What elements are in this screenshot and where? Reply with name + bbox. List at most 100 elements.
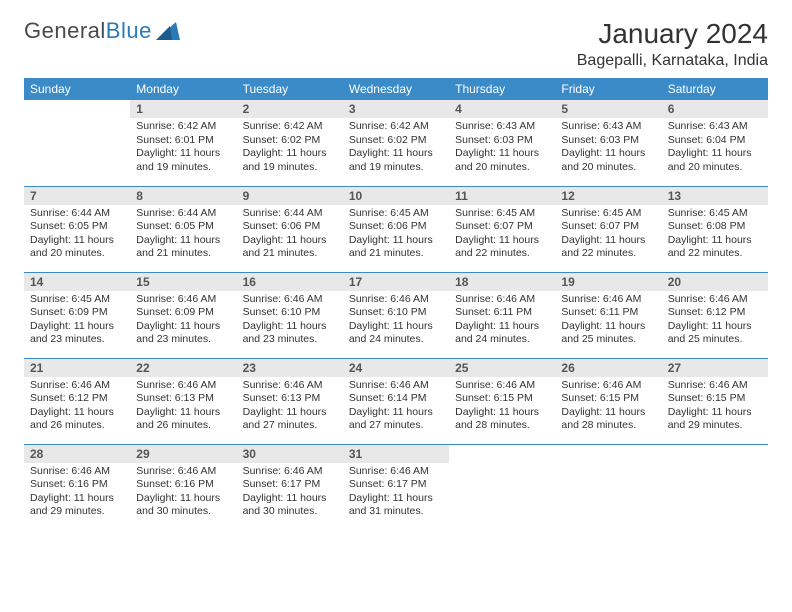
day-body: Sunrise: 6:45 AMSunset: 6:08 PMDaylight:… <box>662 205 768 266</box>
day-number: 24 <box>343 359 449 377</box>
day-line-ss: Sunset: 6:16 PM <box>30 478 124 492</box>
day-line-ss: Sunset: 6:05 PM <box>30 220 124 234</box>
day-line-d2: and 28 minutes. <box>455 419 549 433</box>
day-line-sr: Sunrise: 6:46 AM <box>349 293 443 307</box>
day-line-sr: Sunrise: 6:45 AM <box>455 207 549 221</box>
day-number: 8 <box>130 187 236 205</box>
day-body: Sunrise: 6:45 AMSunset: 6:07 PMDaylight:… <box>449 205 555 266</box>
day-line-d1: Daylight: 11 hours <box>561 406 655 420</box>
calendar-day-cell: 8Sunrise: 6:44 AMSunset: 6:05 PMDaylight… <box>130 186 236 272</box>
day-line-sr: Sunrise: 6:44 AM <box>30 207 124 221</box>
day-body: Sunrise: 6:46 AMSunset: 6:15 PMDaylight:… <box>662 377 768 438</box>
calendar-day-cell: 19Sunrise: 6:46 AMSunset: 6:11 PMDayligh… <box>555 272 661 358</box>
day-number: 6 <box>662 100 768 118</box>
calendar-day-cell: 13Sunrise: 6:45 AMSunset: 6:08 PMDayligh… <box>662 186 768 272</box>
day-line-d1: Daylight: 11 hours <box>243 147 337 161</box>
day-body: Sunrise: 6:46 AMSunset: 6:11 PMDaylight:… <box>449 291 555 352</box>
day-line-d2: and 19 minutes. <box>349 161 443 175</box>
calendar-day-cell <box>555 444 661 530</box>
day-line-ss: Sunset: 6:13 PM <box>136 392 230 406</box>
day-line-sr: Sunrise: 6:46 AM <box>30 465 124 479</box>
day-body: Sunrise: 6:44 AMSunset: 6:06 PMDaylight:… <box>237 205 343 266</box>
day-number: 1 <box>130 100 236 118</box>
logo-text-part1: General <box>24 18 106 43</box>
day-line-d1: Daylight: 11 hours <box>455 320 549 334</box>
day-line-d2: and 25 minutes. <box>561 333 655 347</box>
day-line-d2: and 20 minutes. <box>561 161 655 175</box>
day-line-ss: Sunset: 6:13 PM <box>243 392 337 406</box>
day-body: Sunrise: 6:46 AMSunset: 6:16 PMDaylight:… <box>24 463 130 524</box>
day-line-d2: and 22 minutes. <box>668 247 762 261</box>
day-line-ss: Sunset: 6:10 PM <box>243 306 337 320</box>
calendar-week-row: 28Sunrise: 6:46 AMSunset: 6:16 PMDayligh… <box>24 444 768 530</box>
calendar-day-cell: 11Sunrise: 6:45 AMSunset: 6:07 PMDayligh… <box>449 186 555 272</box>
day-line-sr: Sunrise: 6:42 AM <box>136 120 230 134</box>
day-body: Sunrise: 6:45 AMSunset: 6:07 PMDaylight:… <box>555 205 661 266</box>
day-line-d2: and 24 minutes. <box>349 333 443 347</box>
day-line-d2: and 28 minutes. <box>561 419 655 433</box>
day-line-ss: Sunset: 6:09 PM <box>136 306 230 320</box>
day-number: 18 <box>449 273 555 291</box>
location: Bagepalli, Karnataka, India <box>577 52 768 70</box>
day-number: 22 <box>130 359 236 377</box>
day-body: Sunrise: 6:45 AMSunset: 6:09 PMDaylight:… <box>24 291 130 352</box>
day-line-d2: and 31 minutes. <box>349 505 443 519</box>
day-line-d1: Daylight: 11 hours <box>243 406 337 420</box>
calendar-week-row: 1Sunrise: 6:42 AMSunset: 6:01 PMDaylight… <box>24 100 768 186</box>
logo-sail-icon <box>156 22 180 40</box>
day-line-d1: Daylight: 11 hours <box>455 406 549 420</box>
day-line-d2: and 20 minutes. <box>30 247 124 261</box>
logo-text: GeneralBlue <box>24 18 152 44</box>
day-body: Sunrise: 6:43 AMSunset: 6:04 PMDaylight:… <box>662 118 768 179</box>
calendar-day-cell: 12Sunrise: 6:45 AMSunset: 6:07 PMDayligh… <box>555 186 661 272</box>
day-line-ss: Sunset: 6:02 PM <box>243 134 337 148</box>
day-line-d1: Daylight: 11 hours <box>349 234 443 248</box>
calendar-week-row: 21Sunrise: 6:46 AMSunset: 6:12 PMDayligh… <box>24 358 768 444</box>
day-line-d1: Daylight: 11 hours <box>349 147 443 161</box>
calendar-day-cell: 17Sunrise: 6:46 AMSunset: 6:10 PMDayligh… <box>343 272 449 358</box>
day-line-sr: Sunrise: 6:46 AM <box>243 293 337 307</box>
day-line-d1: Daylight: 11 hours <box>561 147 655 161</box>
day-line-d1: Daylight: 11 hours <box>136 320 230 334</box>
day-line-d2: and 23 minutes. <box>30 333 124 347</box>
day-line-ss: Sunset: 6:06 PM <box>243 220 337 234</box>
calendar-day-cell: 20Sunrise: 6:46 AMSunset: 6:12 PMDayligh… <box>662 272 768 358</box>
day-line-d2: and 27 minutes. <box>243 419 337 433</box>
day-line-d1: Daylight: 11 hours <box>243 234 337 248</box>
day-line-sr: Sunrise: 6:46 AM <box>136 465 230 479</box>
day-number: 11 <box>449 187 555 205</box>
day-line-sr: Sunrise: 6:46 AM <box>561 379 655 393</box>
day-line-ss: Sunset: 6:16 PM <box>136 478 230 492</box>
day-number: 23 <box>237 359 343 377</box>
day-line-ss: Sunset: 6:09 PM <box>30 306 124 320</box>
day-line-d1: Daylight: 11 hours <box>136 234 230 248</box>
day-line-d1: Daylight: 11 hours <box>243 320 337 334</box>
day-body: Sunrise: 6:44 AMSunset: 6:05 PMDaylight:… <box>24 205 130 266</box>
day-line-sr: Sunrise: 6:45 AM <box>30 293 124 307</box>
day-line-ss: Sunset: 6:15 PM <box>455 392 549 406</box>
day-line-d1: Daylight: 11 hours <box>30 320 124 334</box>
day-body: Sunrise: 6:42 AMSunset: 6:01 PMDaylight:… <box>130 118 236 179</box>
day-line-ss: Sunset: 6:05 PM <box>136 220 230 234</box>
calendar-day-cell <box>449 444 555 530</box>
weekday-header: Tuesday <box>237 78 343 100</box>
day-body: Sunrise: 6:46 AMSunset: 6:13 PMDaylight:… <box>130 377 236 438</box>
day-line-d2: and 26 minutes. <box>30 419 124 433</box>
calendar-day-cell: 3Sunrise: 6:42 AMSunset: 6:02 PMDaylight… <box>343 100 449 186</box>
calendar-week-row: 7Sunrise: 6:44 AMSunset: 6:05 PMDaylight… <box>24 186 768 272</box>
day-line-sr: Sunrise: 6:45 AM <box>668 207 762 221</box>
title-block: January 2024 Bagepalli, Karnataka, India <box>577 18 768 70</box>
logo: GeneralBlue <box>24 18 180 44</box>
day-line-sr: Sunrise: 6:43 AM <box>455 120 549 134</box>
day-body: Sunrise: 6:46 AMSunset: 6:16 PMDaylight:… <box>130 463 236 524</box>
day-line-ss: Sunset: 6:03 PM <box>561 134 655 148</box>
day-line-sr: Sunrise: 6:42 AM <box>243 120 337 134</box>
day-line-ss: Sunset: 6:12 PM <box>30 392 124 406</box>
day-number: 14 <box>24 273 130 291</box>
day-number: 19 <box>555 273 661 291</box>
day-line-ss: Sunset: 6:03 PM <box>455 134 549 148</box>
calendar-day-cell: 14Sunrise: 6:45 AMSunset: 6:09 PMDayligh… <box>24 272 130 358</box>
calendar-day-cell: 21Sunrise: 6:46 AMSunset: 6:12 PMDayligh… <box>24 358 130 444</box>
calendar-day-cell: 23Sunrise: 6:46 AMSunset: 6:13 PMDayligh… <box>237 358 343 444</box>
calendar-day-cell: 18Sunrise: 6:46 AMSunset: 6:11 PMDayligh… <box>449 272 555 358</box>
